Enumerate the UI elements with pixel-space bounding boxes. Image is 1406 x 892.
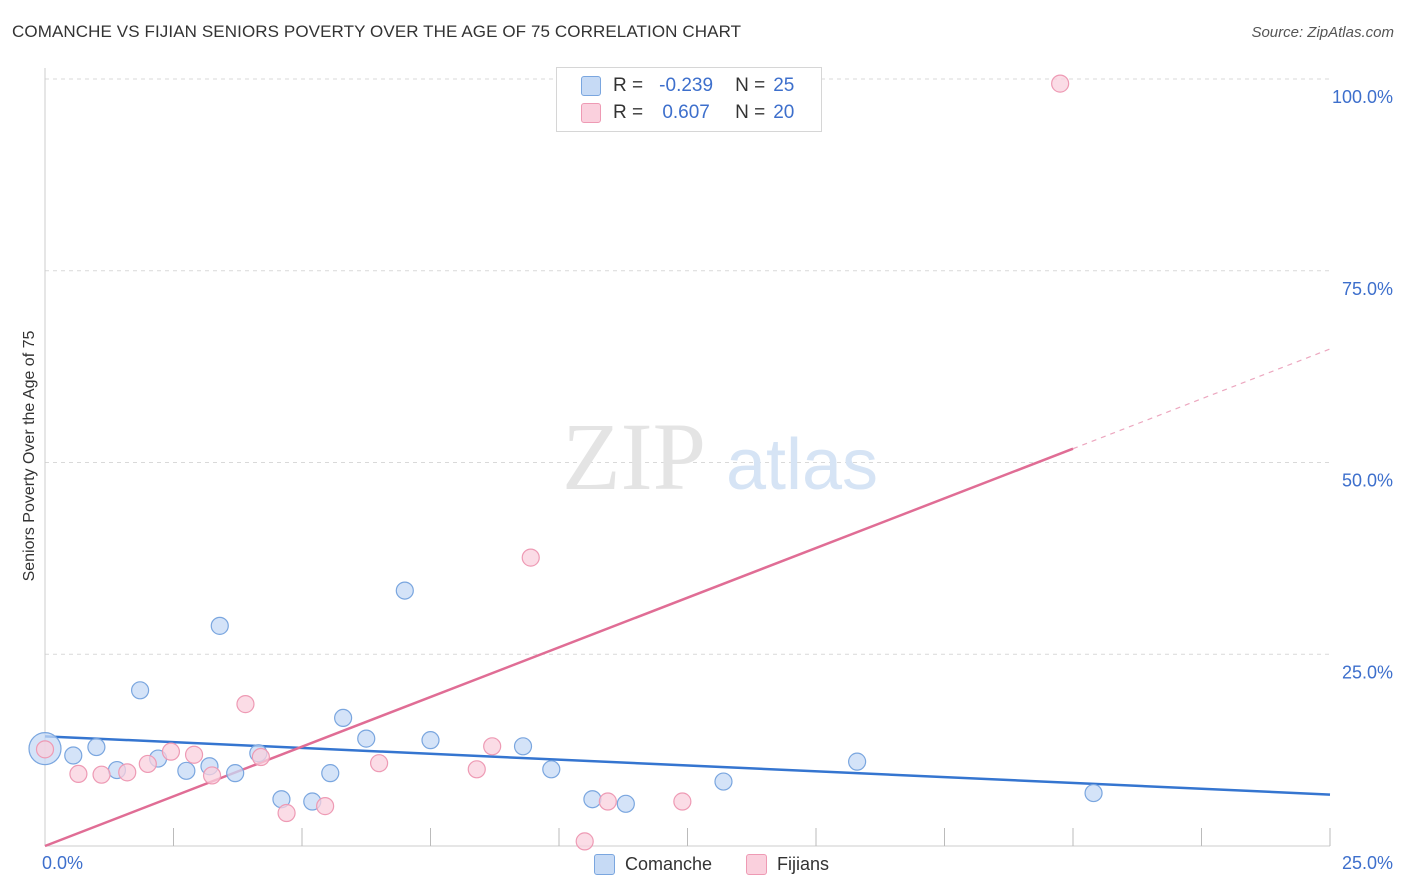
n-label: N =: [735, 102, 766, 123]
tick-labels: 25.0% 50.0% 75.0% 100.0% 0.0% 25.0%: [42, 87, 1393, 873]
fijians-point: [316, 797, 335, 816]
source-label: Source: ZipAtlas.com: [1251, 24, 1394, 41]
r-label: R =: [613, 102, 644, 123]
grid-lines: [45, 78, 1330, 655]
fijians-swatch: [581, 103, 601, 123]
y-tick-label: 100.0%: [1332, 87, 1393, 107]
x-tick-label: 25.0%: [1342, 853, 1393, 873]
comanche-point: [334, 708, 353, 728]
fijians-trend-extension: [1072, 348, 1331, 450]
fijians-point: [598, 792, 617, 811]
comanche-point: [421, 731, 440, 750]
fijians-point: [575, 832, 594, 851]
comanche-point: [395, 581, 414, 600]
n-value: 25: [773, 75, 795, 96]
fijians-point: [251, 747, 270, 767]
fijians-point: [138, 754, 157, 774]
comanche-point: [583, 790, 602, 809]
fijians-legend-swatch: [746, 853, 768, 875]
comanche-point: [130, 681, 150, 700]
legend-item-fijians: Fijians: [746, 853, 830, 875]
comanche-point: [1084, 783, 1103, 803]
n-label: N =: [735, 75, 766, 96]
fijians-point: [118, 763, 137, 782]
y-tick-label: 75.0%: [1342, 279, 1393, 299]
comanche-point: [848, 752, 867, 771]
legend-row-comanche: R = -0.239 N = 25: [581, 74, 794, 98]
axes: [44, 68, 1331, 847]
x-tick-label: 0.0%: [42, 853, 83, 873]
series-legend: Comanche Fijians: [594, 851, 863, 877]
fijians-point: [92, 765, 111, 784]
legend-item-comanche: Comanche: [594, 853, 713, 875]
fijians-point: [521, 548, 540, 567]
watermark-atlas: atlas: [726, 425, 878, 505]
comanche-point: [64, 746, 83, 765]
comanche-point: [210, 616, 229, 635]
comanche-point: [177, 761, 196, 780]
watermark: ZIP atlas: [562, 403, 878, 510]
comanche-point: [714, 772, 733, 791]
comanche-point: [357, 729, 376, 748]
comanche-legend-swatch: [594, 853, 615, 875]
fijians-trend-line: [44, 447, 1074, 848]
y-axis-label: Seniors Poverty Over the Age of 75: [21, 330, 38, 582]
comanche-point: [542, 760, 561, 779]
fijians-point: [202, 766, 222, 785]
legend-row-fijians: R = 0.607 N = 20: [581, 101, 794, 125]
fijians-point: [236, 695, 255, 714]
comanche-point: [513, 737, 533, 756]
n-value: 20: [773, 102, 795, 123]
fijians-point: [673, 792, 692, 811]
r-label: R =: [613, 75, 644, 96]
watermark-zip: ZIP: [562, 403, 706, 510]
fijians-point: [161, 742, 181, 761]
fijians-point: [184, 745, 204, 764]
r-value: -0.239: [659, 75, 714, 96]
y-tick-label: 25.0%: [1342, 662, 1393, 682]
fijians-point: [35, 740, 55, 759]
comanche-point: [321, 764, 340, 783]
fijians-point: [483, 737, 502, 756]
y-tick-label: 50.0%: [1342, 471, 1393, 491]
data-points: [28, 74, 1103, 851]
comanche-point: [226, 764, 245, 783]
fijians-point: [1051, 74, 1070, 93]
r-value: 0.607: [662, 102, 710, 123]
fijians-point: [370, 754, 389, 773]
fijians-point: [69, 764, 88, 784]
comanche-swatch: [581, 76, 601, 96]
comanche-point: [616, 794, 635, 813]
chart-title: COMANCHE VS FIJIAN SENIORS POVERTY OVER …: [12, 22, 742, 41]
correlation-legend: R = -0.239 N = 25 R = 0.607 N = 20: [556, 67, 822, 132]
fijians-point: [277, 803, 296, 823]
comanche-point: [87, 737, 106, 757]
legend-label-fijians: Fijians: [777, 853, 830, 874]
legend-label-comanche: Comanche: [625, 853, 713, 874]
fijians-point: [467, 760, 486, 779]
